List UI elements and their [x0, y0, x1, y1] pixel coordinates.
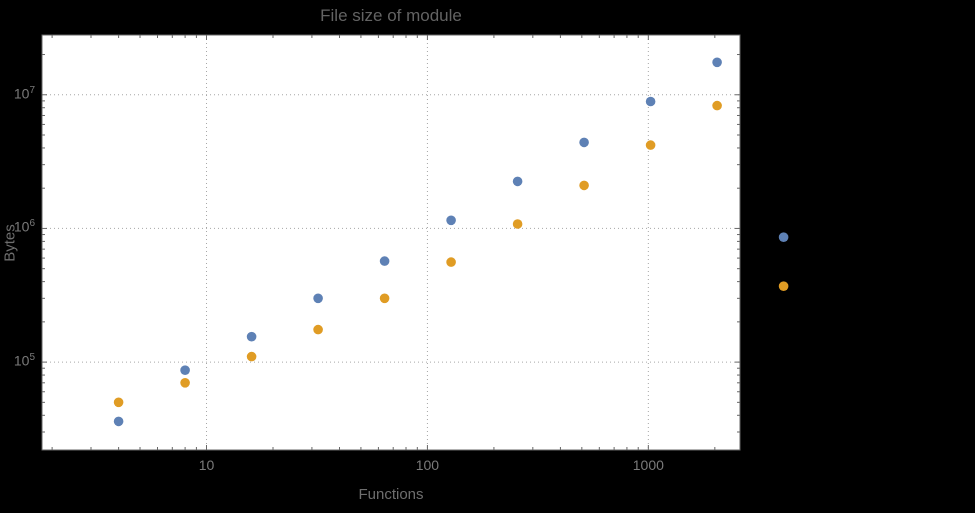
- data-point-series-1: [778, 232, 789, 242]
- data-point-series-2: [579, 180, 589, 191]
- y-tick-label: 106: [13, 218, 35, 236]
- data-point-series-2: [778, 281, 789, 292]
- x-tick-label: 100: [415, 457, 440, 473]
- data-point-series-2: [313, 324, 323, 335]
- data-point-series-2: [712, 100, 722, 111]
- data-point-series-2: [246, 351, 257, 362]
- data-point-series-1: [379, 256, 390, 266]
- y-tick-label: 107: [13, 84, 35, 102]
- x-tick-label: 10: [198, 457, 215, 473]
- data-point-series-1: [113, 416, 124, 427]
- data-point-series-2: [180, 378, 190, 388]
- plot-area: [42, 35, 740, 450]
- data-point-series-2: [645, 140, 656, 150]
- data-point-series-2: [113, 397, 124, 408]
- plot-frame: [41, 34, 741, 451]
- y-tick-label: 105: [13, 352, 35, 369]
- data-point-series-1: [246, 331, 257, 342]
- data-point-series-2: [512, 219, 523, 229]
- data-point-series-1: [446, 215, 456, 226]
- x-tick-label: 1000: [632, 457, 664, 473]
- data-point-series-1: [512, 176, 523, 187]
- x-axis-label: Functions: [358, 486, 424, 503]
- data-point-series-2: [446, 257, 456, 267]
- chart-title: File size of module: [320, 6, 462, 25]
- data-point-series-1: [579, 137, 589, 148]
- data-point-series-1: [645, 96, 656, 107]
- data-point-series-2: [379, 293, 390, 304]
- data-point-series-1: [712, 57, 722, 68]
- data-point-series-1: [313, 293, 323, 304]
- data-point-series-1: [180, 365, 190, 376]
